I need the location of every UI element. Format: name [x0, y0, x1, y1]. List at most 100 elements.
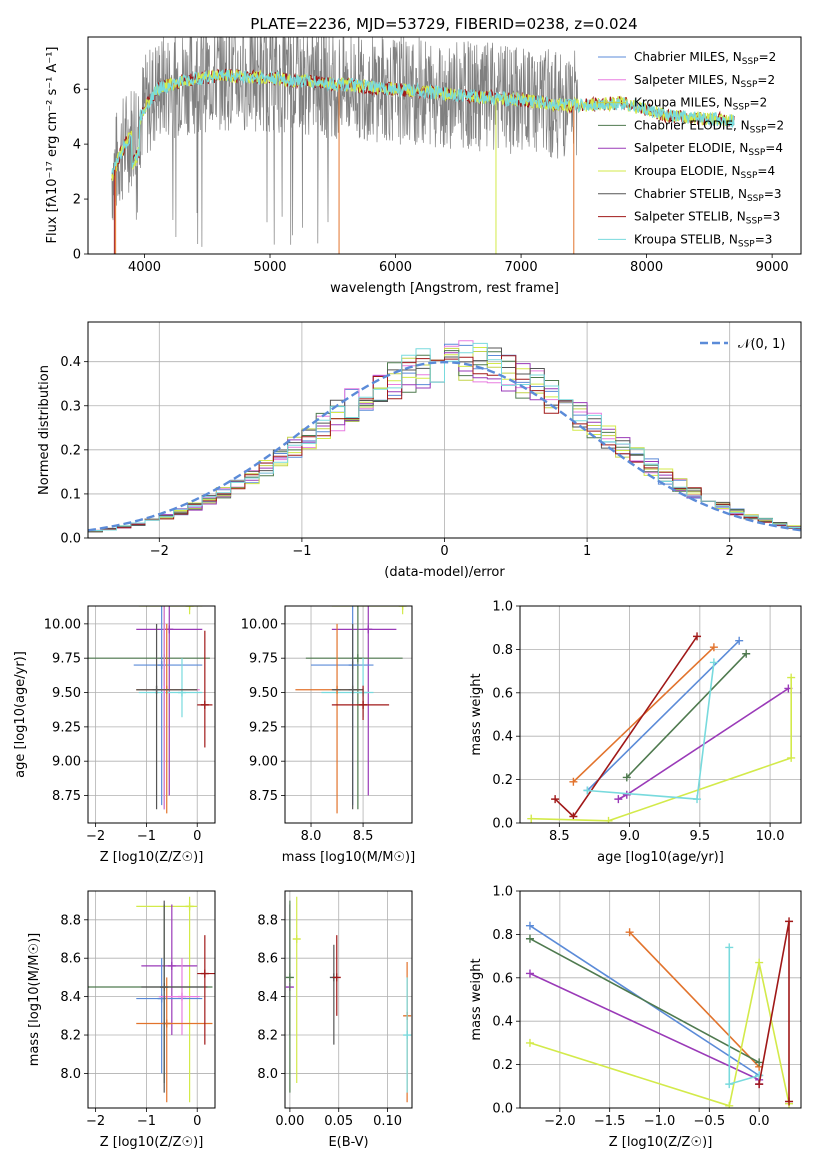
legend-value: =2: [759, 50, 777, 64]
legend-entry: Salpeter ELODIE, NSSP=4: [634, 141, 783, 158]
x-tick-label: 9.0: [619, 829, 640, 844]
data-point-marker: [755, 1058, 764, 1067]
legend-subscript: SSP: [748, 148, 765, 158]
y-tick-label: 0.2: [60, 443, 81, 458]
mass-weight-line: [629, 931, 760, 1068]
x-tick-label: 9000: [756, 260, 789, 275]
data-point-marker: [285, 973, 294, 982]
legend-value: =3: [755, 232, 773, 246]
x-tick-label: −1.0: [644, 1114, 676, 1129]
y-tick-label: 0.3: [60, 399, 81, 414]
data-point-marker: [200, 969, 209, 978]
axes-frame: [519, 890, 802, 1109]
data-point-marker: [735, 636, 744, 645]
x-axis-label: (data-model)/error: [384, 565, 505, 580]
data-point-marker: [625, 928, 634, 937]
y-tick-label: 8.8: [60, 913, 81, 928]
figure-title: PLATE=2236, MJD=53729, FIBERID=0238, z=0…: [250, 15, 637, 33]
legend-subscript: SSP: [747, 194, 764, 204]
x-tick-label: 9.5: [689, 829, 710, 844]
legend-subscript: SSP: [738, 239, 755, 249]
mass-weight-line: [529, 937, 760, 1064]
x-axis-label: E(B-V): [328, 1135, 368, 1150]
data-point-marker: [525, 934, 534, 943]
chart-spectrum: 4000 5000 6000 7000 8000 9000 0 2 4 6 wavelength […: [45, 36, 802, 296]
y-axis-label: age [log10(age/yr)]: [13, 651, 28, 778]
x-tick-label: −2: [150, 544, 169, 559]
y-tick-label: 9.00: [249, 755, 278, 770]
x-tick-label: 8.0: [301, 829, 322, 844]
chart-residuals: −2 −1 0 1 2 0.0 0.1 0.2 0.3 0.4 (data-model)/error…: [37, 321, 802, 580]
x-axis-label: Z [log10(Z/Z☉)]: [609, 1135, 713, 1150]
axes-frame: [519, 605, 802, 824]
data-point-marker: [755, 958, 764, 967]
legend-subscript: SSP: [741, 171, 758, 181]
y-tick-label: 4: [73, 138, 81, 153]
x-tick-label: −1: [292, 544, 311, 559]
y-tick-label: 0.8: [492, 643, 513, 658]
data-point-marker: [527, 814, 536, 823]
y-tick-label: 0.6: [492, 971, 513, 986]
axes-frame: [284, 605, 413, 824]
data-point-marker: [185, 902, 194, 911]
data-point-marker: [725, 943, 734, 952]
plot-area: [295, 606, 407, 814]
x-tick-label: 7000: [505, 260, 538, 275]
x-tick-label: −2.0: [544, 1114, 576, 1129]
mass-weight-line: [529, 962, 790, 1107]
x-tick-label: 5000: [253, 260, 286, 275]
x-tick-label: 4000: [128, 260, 161, 275]
plot-area: [88, 340, 801, 534]
y-tick-label: 8.4: [60, 990, 81, 1005]
y-tick-label: 0.0: [60, 532, 81, 547]
legend-entry: Chabrier ELODIE, NSSP=2: [634, 118, 784, 135]
y-tick-label: 8.75: [249, 789, 278, 804]
x-tick-label: −1.5: [594, 1114, 626, 1129]
y-tick-label: 0.4: [492, 730, 513, 745]
y-tick-label: 0.4: [60, 355, 81, 370]
y-tick-label: 8.2: [60, 1029, 81, 1044]
legend-subscript: SSP: [746, 217, 763, 227]
x-tick-label: −1: [137, 1114, 156, 1129]
plot-area: [285, 896, 412, 1103]
axes-frame: [87, 321, 802, 539]
plot-area: [111, 37, 735, 254]
data-point-marker: [755, 1071, 764, 1080]
y-tick-label: 0.8: [492, 928, 513, 943]
legend-subscript: SSP: [733, 103, 750, 113]
chart-age-vs-mass: 8.0 8.5 8.75 9.00 9.25 9.50 9.75 10.00 mass [log…: [241, 605, 415, 865]
data-point-marker: [725, 1080, 734, 1089]
data-point-marker: [185, 606, 194, 610]
y-tick-label: 8.75: [52, 789, 81, 804]
x-axis-label: mass [log10(M/M☉)]: [282, 850, 415, 865]
y-axis-label: mass weight: [469, 673, 484, 755]
y-tick-label: 0.0: [492, 817, 513, 832]
y-tick-label: 8.6: [257, 952, 278, 967]
data-point-marker: [177, 992, 186, 1001]
plot-area: [88, 606, 213, 814]
legend-value: =3: [763, 210, 781, 224]
x-axis-label: age [log10(age/yr)]: [597, 850, 724, 865]
y-tick-label: 8.0: [257, 1067, 278, 1082]
legend-subscript: SSP: [741, 80, 758, 90]
data-point-marker: [604, 816, 613, 823]
y-axis-label: Normed distribution: [37, 365, 52, 495]
data-point-marker: [569, 777, 578, 786]
y-tick-label: 9.00: [52, 755, 81, 770]
data-point-marker: [160, 983, 169, 992]
data-point-marker: [725, 1101, 734, 1108]
legend-entry: Salpeter STELIB, NSSP=3: [634, 210, 780, 227]
plot-area: [527, 632, 796, 823]
y-tick-label: 2: [73, 193, 81, 208]
mass-weight-line: [531, 677, 792, 822]
x-tick-label: 0.05: [324, 1114, 353, 1129]
data-point-marker: [785, 917, 794, 926]
x-tick-label: −0.5: [694, 1114, 726, 1129]
histogram-step-line: [88, 342, 801, 534]
y-tick-label: 1.0: [492, 885, 513, 900]
legend-value: =2: [750, 96, 768, 110]
axes-frame: [87, 605, 216, 824]
data-point-marker: [787, 753, 796, 762]
x-tick-label: 0: [193, 829, 201, 844]
